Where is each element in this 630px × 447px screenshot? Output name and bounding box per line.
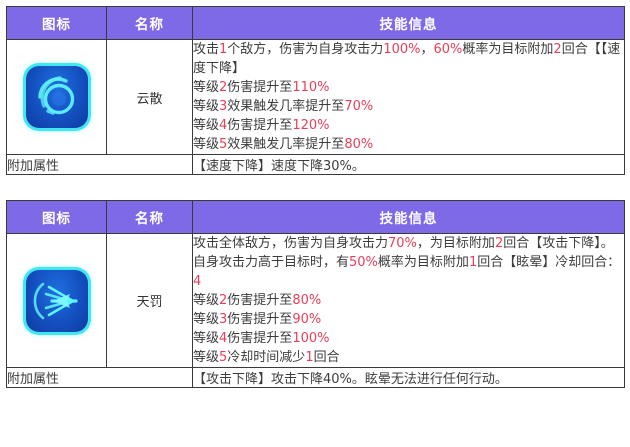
attribute-value: 【攻击下降】攻击下降40%。眩晕无法进行任何行动。 [192,367,625,388]
header-name: 名称 [106,6,193,40]
skill-info: 攻击全体敌方，伤害为自身攻击力70%，为目标附加2回合【攻击下降】。自身攻击力高… [192,233,625,368]
skill-table: 图标 名称 技能信息 [6,6,625,175]
icon-cell [6,233,107,368]
skill-info-line: 等级5冷却时间减少1回合 [193,350,340,365]
table-header-row: 图标 名称 技能信息 [6,6,625,40]
skill-table: 图标 名称 技能信息 [6,200,625,388]
skill-info-line: 等级4伤害提升至120% [193,118,330,133]
attribute-value: 【速度下降】速度下降30%。 [192,154,625,175]
header-name: 名称 [106,200,193,234]
header-icon: 图标 [6,6,107,40]
skill-info-line: 等级2伤害提升至80% [193,293,322,308]
skill-info-line: 等级3伤害提升至90% [193,312,322,327]
header-info: 技能信息 [192,6,625,40]
skill-name: 云散 [106,39,193,155]
skill-info-line: 等级4伤害提升至100% [193,331,330,346]
skill-name: 天罚 [106,233,193,368]
icon-cell [6,39,107,155]
table-header-row: 图标 名称 技能信息 [6,200,625,234]
skill-info-line: 等级3效果触发几率提升至70% [193,99,374,114]
skill-info: 攻击1个敌方，伤害为自身攻击力100%，60%概率为目标附加2回合【【速度下降】… [192,39,625,155]
attribute-label: 附加属性 [6,367,193,388]
skill-info-line: 攻击全体敌方，伤害为自身攻击力70%，为目标附加2回合【攻击下降】。自身攻击力高… [193,236,621,289]
skill-row: 云散 攻击1个敌方，伤害为自身攻击力100%，60%概率为目标附加2回合【【速度… [6,39,625,155]
skill-info-line: 等级5效果触发几率提升至80% [193,137,374,152]
skill-row: 天罚 攻击全体敌方，伤害为自身攻击力70%，为目标附加2回合【攻击下降】。自身攻… [6,233,625,368]
arrow-burst-skill-icon [25,269,88,332]
header-icon: 图标 [6,200,107,234]
attribute-row: 附加属性 【速度下降】速度下降30%。 [6,154,625,175]
header-info: 技能信息 [192,200,625,234]
cloud-swirl-skill-icon [25,66,88,128]
skill-info-line: 攻击1个敌方，伤害为自身攻击力100%，60%概率为目标附加2回合【【速度下降】 [193,42,621,76]
skill-info-line: 等级2伤害提升至110% [193,80,330,95]
attribute-label: 附加属性 [6,154,193,175]
attribute-row: 附加属性 【攻击下降】攻击下降40%。眩晕无法进行任何行动。 [6,367,625,388]
